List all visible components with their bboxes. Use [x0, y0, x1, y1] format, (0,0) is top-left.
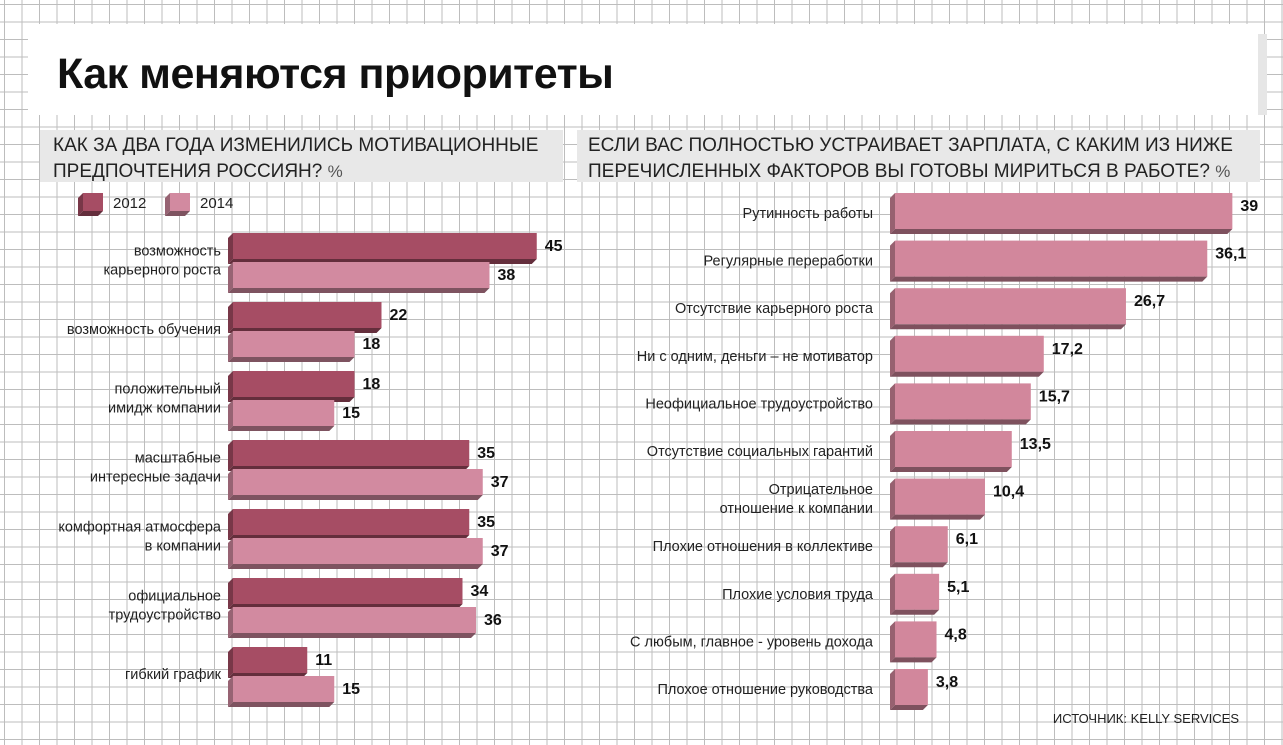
right-bar	[890, 240, 1208, 282]
left-bar-2014	[228, 469, 483, 500]
left-value-label: 15	[342, 405, 360, 422]
left-category-label: положительный	[114, 382, 221, 398]
left-bar-2012	[228, 371, 355, 402]
left-value-label: 35	[477, 514, 495, 531]
left-value-label: 15	[342, 681, 360, 698]
right-category-label: Отсутствие социальных гарантий	[647, 444, 873, 460]
right-chart-unit: %	[1215, 162, 1231, 181]
left-chart-title: КАК ЗА ДВА ГОДА ИЗМЕНИЛИСЬ МОТИВАЦИОННЫЕ…	[53, 133, 565, 185]
source-note: ИСТОЧНИК: KELLY SERVICES	[1052, 711, 1239, 726]
left-bar-2014	[228, 607, 476, 638]
right-value-label: 39	[1240, 198, 1258, 215]
left-value-label: 45	[545, 238, 563, 255]
legend-label-2014: 2014	[200, 195, 233, 212]
left-category-label: комфортная атмосфера	[58, 520, 222, 536]
right-value-label: 36,1	[1215, 246, 1246, 263]
left-subtitle-box	[40, 130, 563, 182]
right-category-label: Плохие условия труда	[722, 587, 874, 603]
left-bar-2014	[228, 400, 335, 431]
left-bar-2012	[228, 440, 470, 471]
left-value-label: 36	[484, 612, 502, 629]
left-bar-2014	[228, 331, 355, 362]
left-bar-2014	[228, 262, 490, 293]
left-category-label: официальное	[128, 589, 221, 605]
right-value-label: 3,8	[936, 674, 958, 691]
right-chart-title-line-2: ПЕРЕЧИСЛЕННЫХ ФАКТОРОВ ВЫ ГОТОВЫ МИРИТЬС…	[588, 159, 1258, 185]
left-value-label: 37	[491, 474, 509, 491]
left-category-label: в компании	[145, 539, 221, 555]
left-chart-title-line-1: КАК ЗА ДВА ГОДА ИЗМЕНИЛИСЬ МОТИВАЦИОННЫЕ	[53, 135, 539, 156]
right-category-label: С любым, главное - уровень дохода	[630, 634, 874, 650]
left-value-label: 22	[390, 307, 408, 324]
right-chart-title: ЕСЛИ ВАС ПОЛНОСТЬЮ УСТРАИВАЕТ ЗАРПЛАТА, …	[588, 133, 1258, 185]
right-category-label: Отрицательное	[769, 482, 873, 498]
legend-label-2012: 2012	[113, 195, 146, 212]
left-category-label: масштабные	[135, 451, 221, 467]
left-bar-2012	[228, 302, 382, 333]
left-value-label: 34	[471, 583, 489, 600]
left-value-label: 18	[363, 336, 381, 353]
title-band	[28, 24, 1258, 115]
right-bar	[890, 573, 940, 615]
left-category-label: возможность	[134, 244, 221, 260]
right-category-label: Плохие отношения в коллективе	[653, 539, 873, 555]
right-value-label: 6,1	[956, 531, 978, 548]
left-category-label: имидж компании	[108, 401, 221, 417]
left-category-label: интересные задачи	[90, 470, 221, 486]
left-bar-2012	[228, 578, 463, 609]
left-chart-title-line-2-text: ПРЕДПОЧТЕНИЯ РОССИЯН?	[53, 161, 323, 182]
right-chart-title-line-2-text: ПЕРЕЧИСЛЕННЫХ ФАКТОРОВ ВЫ ГОТОВЫ МИРИТЬС…	[588, 161, 1210, 182]
left-value-label: 11	[315, 652, 332, 669]
right-bar	[890, 335, 1044, 377]
left-category-label: гибкий график	[125, 667, 222, 683]
left-value-label: 35	[477, 445, 495, 462]
right-value-label: 4,8	[945, 626, 967, 643]
right-chart-title-line-1: ЕСЛИ ВАС ПОЛНОСТЬЮ УСТРАИВАЕТ ЗАРПЛАТА, …	[588, 135, 1233, 156]
left-bar-2012	[228, 647, 308, 678]
right-bar	[890, 193, 1233, 234]
right-value-label: 15,7	[1039, 388, 1070, 405]
right-value-label: 5,1	[947, 579, 969, 596]
right-category-label: Рутинность работы	[743, 206, 873, 222]
left-chart-unit: %	[327, 162, 343, 181]
title-band-shadow	[1258, 34, 1267, 115]
left-category-label: трудоустройство	[109, 608, 221, 624]
left-chart-title-line-2: ПРЕДПОЧТЕНИЯ РОССИЯН? %	[53, 159, 565, 185]
left-bar-2014	[228, 538, 483, 569]
left-category-label: возможность обучения	[67, 322, 221, 338]
right-bar	[890, 621, 937, 663]
legend-swatch-2014	[165, 193, 190, 216]
right-category-label: Плохое отношение руководства	[657, 682, 873, 698]
right-category-label: Отсутствие карьерного роста	[675, 301, 874, 317]
right-value-label: 10,4	[993, 484, 1024, 501]
right-bar	[890, 431, 1012, 472]
right-category-label: отношение к компании	[720, 501, 873, 517]
right-value-label: 26,7	[1134, 293, 1165, 310]
left-bar-2012	[228, 233, 537, 264]
legend-swatch-2012	[78, 193, 103, 216]
page-title: Как меняются приоритеты	[57, 50, 614, 98]
right-bar	[890, 288, 1126, 330]
left-bar-2012	[228, 509, 470, 540]
right-value-label: 17,2	[1052, 341, 1083, 358]
left-value-label: 38	[498, 267, 516, 284]
right-value-label: 13,5	[1020, 436, 1051, 453]
left-value-label: 18	[363, 376, 381, 393]
left-bar-2014	[228, 676, 335, 707]
right-bar	[890, 383, 1031, 425]
right-bar	[890, 526, 948, 568]
right-category-label: Неофициальное трудоустройство	[645, 396, 873, 412]
right-category-label: Ни с одним, деньги – не мотиватор	[637, 349, 873, 365]
right-bar	[890, 478, 985, 520]
left-category-label: карьерного роста	[103, 263, 221, 279]
left-value-label: 37	[491, 543, 509, 560]
right-category-label: Регулярные переработки	[703, 254, 873, 270]
right-subtitle-box	[577, 130, 1260, 182]
right-bar	[890, 669, 928, 710]
